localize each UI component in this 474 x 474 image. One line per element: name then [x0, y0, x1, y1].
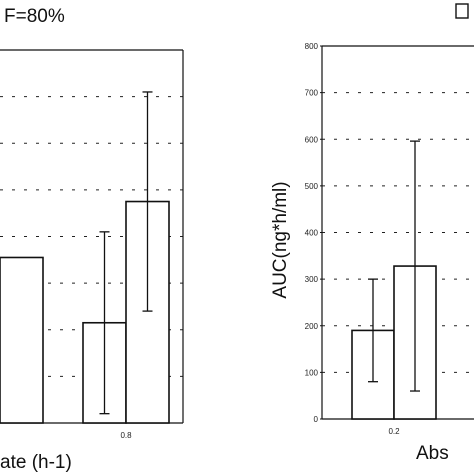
right-y-tick-label: 600 — [305, 135, 319, 144]
left-x-axis-label: ate (h-1) — [0, 452, 72, 473]
right-y-tick-label: 200 — [305, 322, 319, 331]
right-y-axis-label: AUC(ng*h/ml) — [270, 181, 291, 298]
right-x-axis-label: Abs — [416, 443, 449, 464]
right-y-tick-label: 800 — [305, 42, 319, 51]
left-category-label: 0.8 — [120, 431, 132, 440]
right-chart: 0 100 200 300 400 500 600 700 800 0.2 — [305, 42, 474, 436]
right-category-label: 0.2 — [388, 427, 400, 436]
panel-title-left: F=80% — [4, 6, 65, 27]
left-chart: 0.8 — [0, 49, 184, 440]
left-bar — [0, 256, 44, 424]
right-y-tick-label: 100 — [305, 368, 319, 377]
right-y-tick-label: 300 — [305, 275, 319, 284]
right-y-tick-label: 400 — [305, 229, 319, 238]
right-y-tick-label: 0 — [314, 415, 319, 424]
legend-box-icon — [455, 3, 469, 19]
right-y-tick-label: 700 — [305, 89, 319, 98]
right-y-tick-label: 500 — [305, 182, 319, 191]
